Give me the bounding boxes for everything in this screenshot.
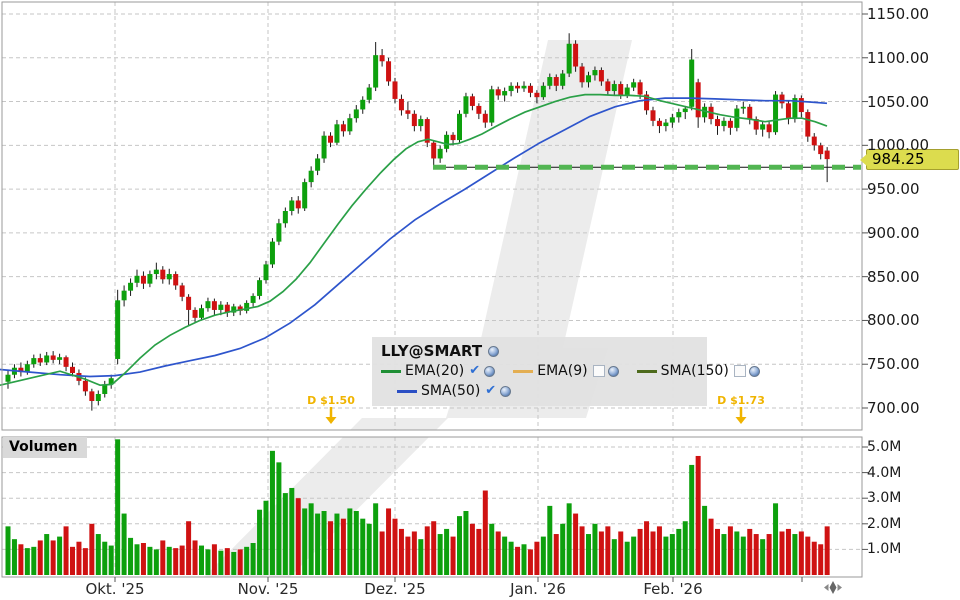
globe-icon[interactable] [500, 385, 512, 397]
volume-axis-label: 1.0M [867, 541, 902, 558]
indicator-label: SMA(150) [660, 363, 729, 379]
globe-icon[interactable] [488, 345, 500, 357]
indicator-legend: LLY@SMART EMA(20) ✔ EMA(9) SMA(150) SMA(50)… [372, 337, 760, 406]
price-axis-label: 1000.00 [867, 136, 930, 155]
legend-item-sma150: SMA(150) [636, 363, 760, 379]
dividend-label: D $1.50 [307, 394, 355, 407]
price-axis-label: 850.00 [867, 267, 920, 286]
indicator-checkbox[interactable] [592, 365, 605, 377]
indicator-label: SMA(50) [421, 383, 481, 399]
panel-borders [1, 1, 863, 578]
time-axis-label: Dez. '25 [364, 580, 426, 598]
time-axis-label: Nov. '25 [237, 580, 299, 598]
sma50-line [0, 97, 828, 378]
price-axis-label: 800.00 [867, 311, 920, 330]
dividend-marker: D $1.73 [701, 394, 781, 428]
price-axis-label: 750.00 [867, 355, 920, 374]
volume-axis-label: 2.0M [867, 515, 902, 532]
dividend-arrow-icon [735, 407, 747, 424]
volume-axis-label: 3.0M [867, 490, 902, 507]
indicator-label: EMA(9) [537, 363, 588, 379]
time-axis-scroll-marker[interactable] [824, 581, 842, 594]
globe-icon[interactable] [484, 365, 496, 377]
indicator-label: EMA(20) [405, 363, 465, 379]
last-price-tag: 984.25 [860, 149, 959, 171]
gridlines [2, 2, 862, 577]
dividend-arrow-icon [325, 407, 337, 424]
time-axis-label: Jan. '26 [510, 580, 566, 598]
legend-item-ema20: EMA(20) ✔ [381, 363, 496, 379]
dividend-label: D $1.73 [717, 394, 765, 407]
axis-ticks [114, 13, 868, 582]
indicator-checkbox[interactable] [733, 365, 746, 377]
volume-axis-label: 5.0M [867, 439, 902, 455]
indicator-color-swatch [397, 389, 417, 393]
indicator-color-swatch [513, 369, 534, 373]
dividend-marker: D $1.50 [291, 394, 371, 428]
ema20-line [0, 93, 828, 387]
indicator-checkbox[interactable]: ✔ [485, 383, 497, 398]
price-axis-label: 950.00 [867, 180, 920, 199]
price-axis-label: 1150.00 [867, 5, 930, 23]
volume-panel-title: Volumen [3, 437, 87, 458]
price-axis-label: 900.00 [867, 223, 920, 242]
legend-row-indicators-2: SMA(50) ✔ [381, 381, 707, 401]
indicator-checkbox[interactable]: ✔ [469, 363, 481, 378]
candlestick-series [5, 33, 830, 411]
legend-item-sma50: SMA(50) ✔ [397, 383, 512, 399]
time-axis-label: Feb. '26 [643, 580, 703, 598]
legend-item-ema9: EMA(9) [513, 363, 619, 379]
legend-symbol-row: LLY@SMART [381, 341, 707, 361]
price-axis-label: 700.00 [867, 399, 920, 417]
volume-axis-label: 4.0M [867, 464, 902, 481]
volume-series [5, 439, 830, 575]
indicator-color-swatch [381, 369, 401, 373]
time-axis-label: Okt. '25 [85, 580, 145, 598]
globe-icon[interactable] [607, 365, 619, 377]
price-axis-label: 1100.00 [867, 48, 930, 67]
globe-icon[interactable] [748, 365, 760, 377]
price-axis-label: 1050.00 [867, 92, 930, 111]
symbol-label: LLY@SMART [381, 342, 483, 360]
indicator-color-swatch [636, 369, 657, 373]
legend-row-indicators: EMA(20) ✔ EMA(9) SMA(150) [381, 361, 760, 381]
